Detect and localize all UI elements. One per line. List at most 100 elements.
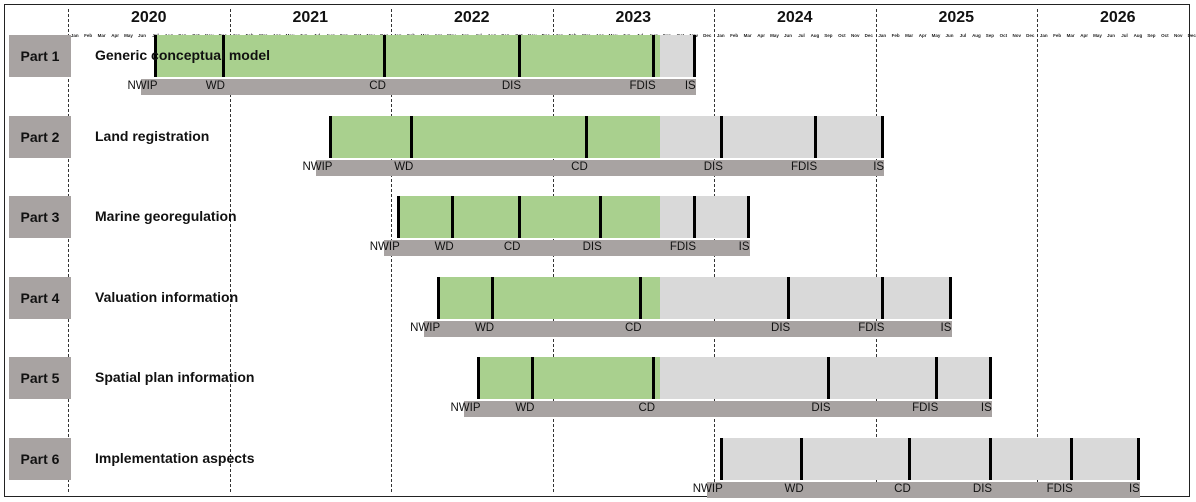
month-label: Mar: [905, 33, 914, 38]
part-label: Part 6: [9, 437, 71, 480]
milestone-label: NWIP: [127, 80, 158, 92]
completed-bar: [478, 357, 661, 399]
month-label: Apr: [1080, 33, 1088, 38]
month-label: Jun: [784, 33, 793, 38]
month-label: May: [770, 33, 779, 38]
milestone-tick: [638, 276, 642, 319]
milestone-label: WD: [784, 482, 804, 495]
month-label: May: [124, 33, 133, 38]
gantt-chart: 2020 Jan Feb Mar Apr May Jun Jul Aug Sep Oct Nov Dec…: [4, 4, 1196, 498]
milestone-tick: [517, 196, 521, 238]
milestone-label: CD: [638, 402, 656, 414]
milestone-label: DIS: [501, 80, 522, 92]
milestone-label: WD: [515, 402, 535, 414]
month-label: Jun: [138, 33, 147, 38]
milestone-row: [316, 159, 885, 176]
milestone-tick: [787, 276, 791, 319]
milestone-label: FDIS: [858, 321, 885, 334]
milestone-label: IS: [940, 321, 952, 334]
milestone-row: [424, 320, 952, 337]
month-label: Jan: [878, 33, 887, 38]
milestone-tick: [813, 115, 817, 158]
year-label-2021: 2021: [292, 9, 329, 26]
milestone-tick: [988, 437, 992, 480]
month-label: Mar: [743, 33, 752, 38]
planned-bar: [660, 357, 991, 399]
month-label: Mar: [97, 33, 106, 38]
milestone-tick: [652, 357, 656, 399]
year-divider-line: [875, 9, 877, 492]
milestone-label: NWIP: [692, 482, 723, 495]
milestone-label: FDIS: [912, 402, 939, 414]
milestone-tick: [908, 437, 912, 480]
month-label: Aug: [810, 33, 820, 38]
milestone-tick: [719, 115, 723, 158]
milestone-label: IS: [738, 241, 750, 253]
month-label: May: [1093, 33, 1102, 38]
month-label: May: [931, 33, 941, 38]
milestone-tick: [154, 35, 158, 77]
part-label: Part 4: [9, 276, 71, 319]
completed-bar: [438, 276, 661, 319]
milestone-label: FDIS: [629, 80, 656, 92]
year-label-2023: 2023: [615, 9, 652, 26]
milestone-tick: [881, 276, 885, 319]
completed-bar: [330, 115, 661, 158]
month-label: Dec: [864, 33, 873, 38]
milestone-label: WD: [205, 80, 225, 92]
year-label-2022: 2022: [453, 9, 490, 26]
milestone-tick: [1069, 437, 1073, 480]
milestone-label: CD: [571, 160, 588, 173]
milestone-label: WD: [474, 321, 495, 334]
milestone-row: [383, 240, 750, 256]
milestone-tick: [935, 357, 939, 399]
month-label: Feb: [891, 33, 900, 38]
part-label: Part 5: [9, 357, 71, 399]
month-label: Nov: [1174, 33, 1183, 38]
milestone-label: DIS: [582, 241, 602, 253]
milestone-tick: [598, 196, 602, 238]
month-label: Apr: [757, 33, 765, 38]
milestone-row: [464, 401, 992, 417]
month-label: Jun: [945, 33, 954, 38]
month-label: Feb: [84, 33, 93, 38]
milestone-tick: [221, 35, 225, 77]
milestone-label: FDIS: [1046, 482, 1073, 495]
milestone-tick: [881, 115, 885, 158]
month-label: Sep: [985, 33, 995, 38]
part-title: Valuation information: [95, 288, 239, 305]
month-label: Jul: [798, 33, 805, 38]
milestone-label: DIS: [771, 321, 791, 334]
milestone-tick: [450, 196, 454, 238]
milestone-tick: [800, 437, 804, 480]
milestone-label: DIS: [972, 482, 993, 495]
milestone-tick: [652, 35, 656, 77]
month-label: Apr: [111, 33, 119, 38]
year-divider-line: [1037, 9, 1038, 492]
month-label: Nov: [851, 33, 860, 38]
part-label: Part 3: [9, 196, 71, 238]
year-label-2024: 2024: [776, 9, 813, 26]
milestone-tick: [692, 35, 696, 77]
month-label: Dec: [1187, 33, 1196, 38]
part-title: Generic conceptual model: [95, 47, 271, 63]
planned-bar: [660, 276, 951, 319]
milestone-tick: [531, 357, 535, 399]
milestone-tick: [383, 35, 387, 77]
month-label: Jan: [70, 33, 79, 38]
part-label: Part 1: [9, 35, 71, 77]
milestone-label: NWIP: [302, 160, 333, 173]
planned-bar: [660, 35, 695, 77]
milestone-tick: [746, 196, 750, 238]
milestone-label: WD: [434, 241, 454, 253]
milestone-label: IS: [1128, 482, 1140, 495]
milestone-label: WD: [394, 160, 414, 173]
milestone-tick: [827, 357, 831, 399]
month-label: Jun: [1107, 33, 1116, 38]
month-label: Aug: [1133, 33, 1143, 38]
year-label-2025: 2025: [938, 9, 975, 26]
year-label-2020: 2020: [130, 9, 167, 26]
milestone-label: IS: [684, 80, 696, 92]
part-title: Spatial plan information: [95, 369, 255, 385]
milestone-tick: [477, 357, 481, 399]
